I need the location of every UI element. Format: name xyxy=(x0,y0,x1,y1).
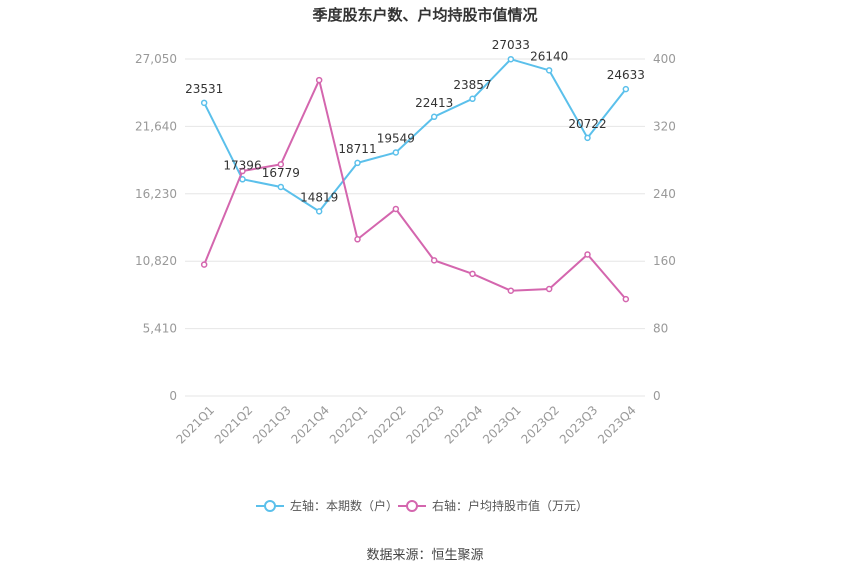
data-label: 23857 xyxy=(453,78,491,92)
x-axis-tick-label: 2023Q2 xyxy=(519,403,563,447)
left-series-line xyxy=(203,58,627,213)
left-series-point[interactable] xyxy=(507,55,515,63)
legend-marker xyxy=(264,500,276,512)
right-axis-tick-label: 240 xyxy=(653,187,676,201)
x-axis-tick-label: 2022Q1 xyxy=(327,403,371,447)
right-series-point[interactable] xyxy=(200,261,208,268)
left-axis-tick-label: 16,230 xyxy=(135,187,177,201)
right-series-point[interactable] xyxy=(622,295,630,303)
right-series-point[interactable] xyxy=(469,270,476,278)
right-series-point[interactable] xyxy=(507,287,515,294)
chart-title: 季度股东户数、户均持股市值情况 xyxy=(312,6,537,24)
left-series-point[interactable] xyxy=(200,99,208,107)
right-series-point[interactable] xyxy=(277,161,285,168)
right-axis-tick-label: 320 xyxy=(653,119,676,133)
left-series-point[interactable] xyxy=(545,67,553,74)
data-label: 16779 xyxy=(262,166,300,180)
left-series-point[interactable] xyxy=(584,134,591,142)
right-axis-tick-label: 160 xyxy=(653,254,676,268)
data-label: 20722 xyxy=(568,117,606,131)
left-series-point[interactable] xyxy=(392,149,400,156)
data-label: 22413 xyxy=(415,96,453,110)
right-series-point[interactable] xyxy=(392,205,400,213)
left-axis-tick-label: 10,820 xyxy=(135,254,177,268)
left-series-point[interactable] xyxy=(354,159,361,167)
left-series-point[interactable] xyxy=(315,208,323,215)
right-series-point[interactable] xyxy=(430,257,438,264)
data-label: 27033 xyxy=(492,38,530,52)
left-series-point[interactable] xyxy=(430,113,438,121)
source-text: 数据来源：恒生聚源 xyxy=(366,548,483,563)
left-series-point[interactable] xyxy=(469,95,476,103)
legend-label: 左轴：本期数（户） xyxy=(290,498,398,513)
axis-layer: 0 0 5,410 80 10,820 160 16,230 240 21,640 320 27,0… xyxy=(135,52,676,447)
x-axis-tick-label: 2022Q2 xyxy=(365,403,409,447)
left-axis-tick-label: 0 xyxy=(169,389,177,403)
left-axis-tick-label: 27,050 xyxy=(135,52,177,66)
data-label: 19549 xyxy=(377,131,415,145)
x-axis-tick-label: 2022Q3 xyxy=(404,403,448,447)
right-axis-tick-label: 80 xyxy=(653,322,668,336)
right-series-point[interactable] xyxy=(315,76,323,84)
left-series-point[interactable] xyxy=(622,85,630,93)
legend-item[interactable]: 右轴：户均持股市值（万元） xyxy=(398,498,588,513)
x-axis-tick-label: 2021Q2 xyxy=(212,403,256,447)
series-layer xyxy=(200,55,630,303)
data-label: 18711 xyxy=(338,142,376,156)
left-series-point[interactable] xyxy=(277,183,285,191)
x-axis-tick-label: 2021Q4 xyxy=(289,403,333,447)
x-axis-tick-label: 2021Q3 xyxy=(250,403,294,447)
right-axis-tick-label: 0 xyxy=(653,389,661,403)
left-axis-tick-label: 21,640 xyxy=(135,119,177,133)
left-axis-tick-label: 5,410 xyxy=(143,322,177,336)
x-axis-tick-label: 2023Q1 xyxy=(480,403,524,447)
x-axis-tick-label: 2023Q4 xyxy=(595,403,639,447)
grid-layer xyxy=(185,58,645,397)
x-axis-tick-label: 2023Q3 xyxy=(557,403,601,447)
right-series-line xyxy=(203,77,627,300)
data-label: 14819 xyxy=(300,190,338,204)
x-axis-tick-label: 2022Q4 xyxy=(442,403,486,447)
right-series-point[interactable] xyxy=(584,251,591,258)
data-label: 17396 xyxy=(223,158,261,172)
legend-marker xyxy=(406,500,418,512)
legend-item[interactable]: 左轴：本期数（户） xyxy=(256,498,398,513)
data-label: 24633 xyxy=(607,68,645,82)
right-series-point[interactable] xyxy=(545,285,553,293)
right-axis-tick-label: 400 xyxy=(653,52,676,66)
right-series-point[interactable] xyxy=(239,167,246,175)
data-label: 26140 xyxy=(530,49,568,63)
legend-label: 右轴：户均持股市值（万元） xyxy=(432,498,588,513)
legend[interactable]: 左轴：本期数（户） 右轴：户均持股市值（万元） xyxy=(256,498,588,513)
x-axis-tick-label: 2021Q1 xyxy=(174,403,218,447)
data-label: 23531 xyxy=(185,82,223,96)
right-series-point[interactable] xyxy=(354,236,361,243)
